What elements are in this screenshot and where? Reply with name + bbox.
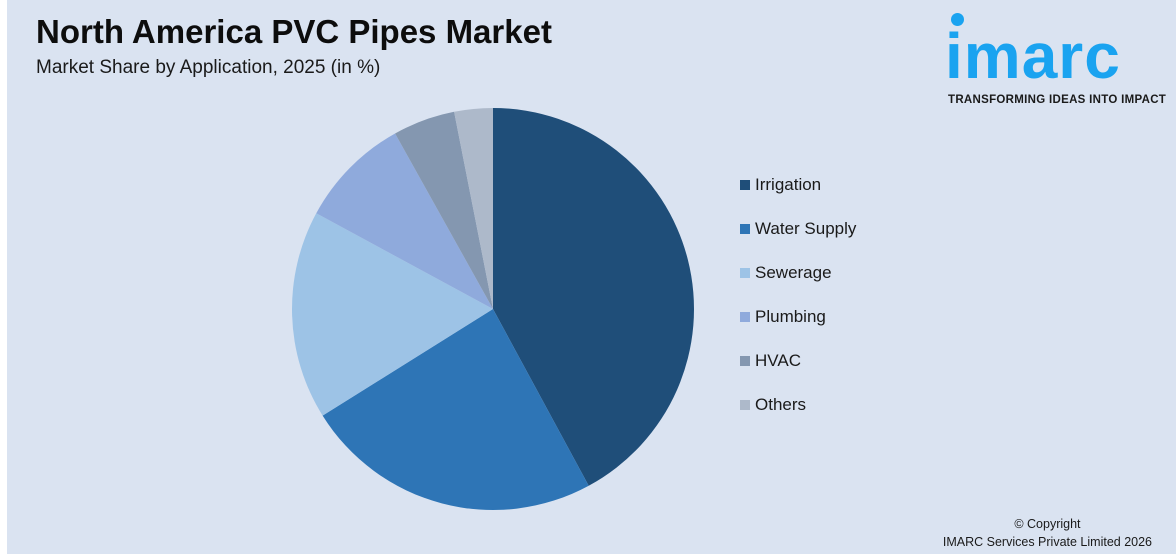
copyright-line-2: IMARC Services Private Limited 2026 [942, 535, 1152, 549]
logo-tagline: TRANSFORMING IDEAS INTO IMPACT [948, 94, 1167, 106]
legend-swatch-icon [740, 400, 750, 410]
legend-item-irrigation: Irrigation [740, 163, 856, 207]
logo-wordmark: imarc [945, 20, 1121, 92]
logo-dot-icon [951, 13, 964, 26]
legend-swatch-icon [740, 224, 750, 234]
legend-label: Water Supply [755, 219, 857, 238]
legend-label: HVAC [755, 351, 801, 370]
pie-chart [292, 108, 694, 511]
pie-slice-sewerage [292, 213, 493, 416]
legend-item-others: Others [740, 383, 856, 427]
legend-item-plumbing: Plumbing [740, 295, 856, 339]
legend-swatch-icon [740, 312, 750, 322]
chart-subtitle: Market Share by Application, 2025 (in %) [36, 57, 381, 78]
legend-swatch-icon [740, 356, 750, 366]
legend-label: Plumbing [755, 307, 826, 326]
pie-slice-hvac [395, 111, 493, 309]
chart-title: North America PVC Pipes Market [36, 13, 552, 50]
pie-slice-irrigation [493, 108, 694, 486]
imarc-logo: imarc TRANSFORMING IDEAS INTO IMPACT [945, 10, 1173, 110]
pie-slice-plumbing [316, 133, 493, 309]
copyright-line-1: © Copyright [1014, 517, 1081, 531]
legend-label: Sewerage [755, 263, 832, 282]
legend-swatch-icon [740, 180, 750, 190]
copyright-notice: © Copyright IMARC Services Private Limit… [943, 515, 1152, 551]
pie-slice-water-supply [322, 309, 589, 511]
legend-label: Others [755, 395, 807, 414]
legend-item-sewerage: Sewerage [740, 251, 856, 295]
legend-label: Irrigation [755, 175, 822, 194]
pie-slice-others [454, 108, 493, 309]
legend-swatch-icon [740, 268, 750, 278]
legend-item-hvac: HVAC [740, 339, 856, 383]
chart-panel: North America PVC Pipes Market Market Sh… [7, 0, 1176, 554]
legend-item-water-supply: Water Supply [740, 207, 856, 251]
legend: Irrigation Water Supply Sewerage Plumbin… [740, 163, 856, 427]
